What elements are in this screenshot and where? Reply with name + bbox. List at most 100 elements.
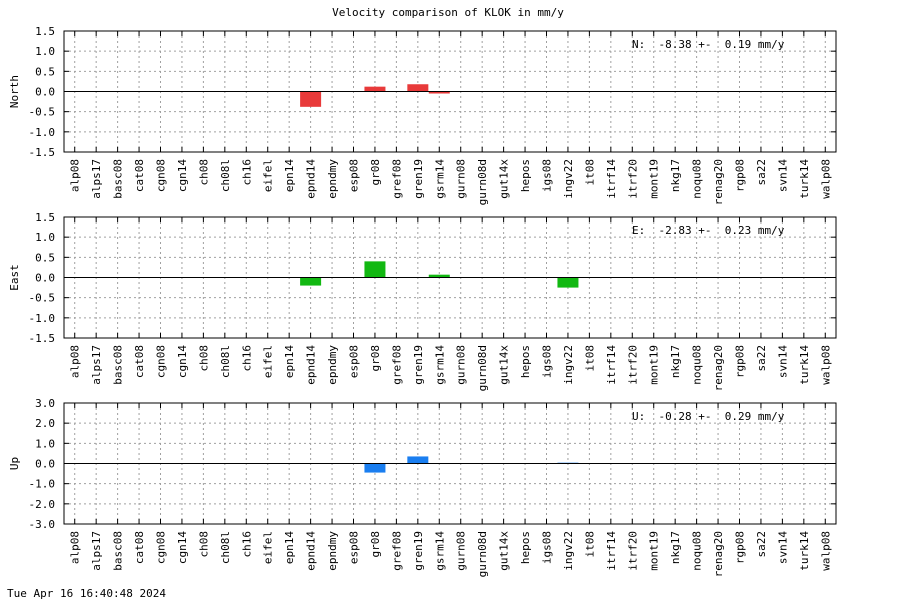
up-category-label: gref08 xyxy=(390,531,403,571)
north-category-label: gsrm14 xyxy=(433,159,446,199)
east-category-label: gut14x xyxy=(498,345,511,385)
east-ytick-label: 0.5 xyxy=(35,251,55,264)
east-category-label: epnd14 xyxy=(305,345,318,385)
east-category-label: gref08 xyxy=(390,345,403,385)
up-category-label: itrf14 xyxy=(605,531,618,571)
north-category-label: cat08 xyxy=(133,159,146,192)
up-category-label: esp08 xyxy=(348,531,361,564)
north-category-label: ch16 xyxy=(240,159,253,186)
north-category-label: gurn08 xyxy=(455,159,468,199)
east-annotation: E: -2.83 +- 0.23 mm/y xyxy=(632,224,785,237)
east-ytick-label: -0.5 xyxy=(29,292,56,305)
east-category-label: gren19 xyxy=(412,345,425,385)
up-category-label: itrf20 xyxy=(626,531,639,571)
north-annotation: N: -8.38 +- 0.19 mm/y xyxy=(632,38,785,51)
up-category-label: gut14x xyxy=(498,531,511,571)
east-ytick-label: 1.0 xyxy=(35,231,55,244)
up-category-label: epnd14 xyxy=(305,531,318,571)
up-category-label: epndmy xyxy=(326,531,339,571)
north-category-label: rgp08 xyxy=(734,159,747,192)
north-category-label: noqu08 xyxy=(691,159,704,199)
east-bar-gsrm14 xyxy=(428,274,450,278)
east-ylabel: East xyxy=(8,264,21,291)
up-category-label: gurn08d xyxy=(476,531,489,577)
up-category-label: igs08 xyxy=(541,531,554,564)
north-category-label: sa22 xyxy=(755,159,768,186)
up-category-label: cgn14 xyxy=(176,531,189,564)
east-category-label: ch08l xyxy=(219,345,232,378)
east-category-label: gurn08d xyxy=(476,345,489,391)
east-bar-ingv22 xyxy=(557,277,579,288)
east-category-label: turk14 xyxy=(798,345,811,385)
up-category-label: gren19 xyxy=(412,531,425,571)
up-ylabel: Up xyxy=(8,457,21,470)
east-category-label: hepos xyxy=(519,345,532,378)
up-category-label: ch08 xyxy=(197,531,210,558)
up-category-label: renag20 xyxy=(712,531,725,577)
north-category-label: esp08 xyxy=(348,159,361,192)
up-category-label: hepos xyxy=(519,531,532,564)
north-category-label: gr08 xyxy=(369,159,382,186)
north-category-label: hepos xyxy=(519,159,532,192)
east-plot-frame xyxy=(63,216,837,339)
east-category-label: alp08 xyxy=(69,345,82,378)
east-category-label: epn14 xyxy=(283,345,296,378)
up-annotation: U: -0.28 +- 0.29 mm/y xyxy=(632,410,785,423)
east-category-label: ch16 xyxy=(240,345,253,372)
up-category-label: basc08 xyxy=(112,531,125,571)
east-category-label: itrf14 xyxy=(605,345,618,385)
east-category-label: alps17 xyxy=(90,345,103,385)
up-category-label: eifel xyxy=(262,531,275,564)
east-category-label: cat08 xyxy=(133,345,146,378)
up-ytick-label: -1.0 xyxy=(29,478,56,491)
north-category-label: epn14 xyxy=(283,159,296,192)
up-category-label: svn14 xyxy=(776,531,789,564)
east-category-label: epndmy xyxy=(326,345,339,385)
chart-title: Velocity comparison of KLOK in mm/y xyxy=(332,6,564,19)
east-ytick-label: 0.0 xyxy=(35,272,55,285)
east-category-label: noqu08 xyxy=(691,345,704,385)
up-category-label: cat08 xyxy=(133,531,146,564)
north-category-label: basc08 xyxy=(112,159,125,199)
east-category-label: cgn08 xyxy=(155,345,168,378)
east-panel: 1.5 1.0 0.5 0.0 -0.5 -1.0 -1.5 alp08 alps17 basc0… xyxy=(8,211,837,391)
north-bar-gsrm14 xyxy=(428,91,450,94)
north-category-label: walp08 xyxy=(819,159,832,199)
up-category-label: alp08 xyxy=(69,531,82,564)
north-category-label: cgn08 xyxy=(155,159,168,192)
east-category-label: itrf20 xyxy=(626,345,639,385)
up-category-label: epn14 xyxy=(283,531,296,564)
north-bar-gren19 xyxy=(407,84,429,92)
east-category-label: gr08 xyxy=(369,345,382,372)
east-category-label: walp08 xyxy=(819,345,832,385)
north-category-label: it08 xyxy=(583,159,596,186)
north-category-label: gref08 xyxy=(390,159,403,199)
north-category-label: alps17 xyxy=(90,159,103,199)
north-category-label: renag20 xyxy=(712,159,725,205)
up-ytick-label: 0.0 xyxy=(35,458,55,471)
up-category-label: gr08 xyxy=(369,531,382,558)
up-category-label: ch16 xyxy=(240,531,253,558)
up-category-label: ingv22 xyxy=(562,531,575,571)
east-bar-gr08 xyxy=(364,261,386,278)
north-ytick-label: -0.5 xyxy=(29,106,56,119)
up-bar-gr08 xyxy=(364,463,386,473)
up-ytick-label: 2.0 xyxy=(35,417,55,430)
up-category-label: alps17 xyxy=(90,531,103,571)
up-panel: 3.0 2.0 1.0 0.0 -1.0 -2.0 -3.0 alp08 alps17 basc0… xyxy=(8,397,837,577)
up-plot-frame xyxy=(63,402,837,525)
north-category-label: svn14 xyxy=(776,159,789,192)
north-category-label: gurn08d xyxy=(476,159,489,205)
east-category-label: svn14 xyxy=(776,345,789,378)
north-category-label: mont19 xyxy=(648,159,661,199)
up-ytick-label: -2.0 xyxy=(29,498,56,511)
north-category-label: nkg17 xyxy=(669,159,682,192)
up-category-label: turk14 xyxy=(798,531,811,571)
east-category-label: sa22 xyxy=(755,345,768,372)
north-panel: 1.5 1.0 0.5 0.0 -0.5 -1.0 -1.5 alp08 alps17 basc0… xyxy=(8,25,837,205)
north-category-label: ingv22 xyxy=(562,159,575,199)
north-category-label: alp08 xyxy=(69,159,82,192)
east-category-label: mont19 xyxy=(648,345,661,385)
up-category-label: noqu08 xyxy=(691,531,704,571)
